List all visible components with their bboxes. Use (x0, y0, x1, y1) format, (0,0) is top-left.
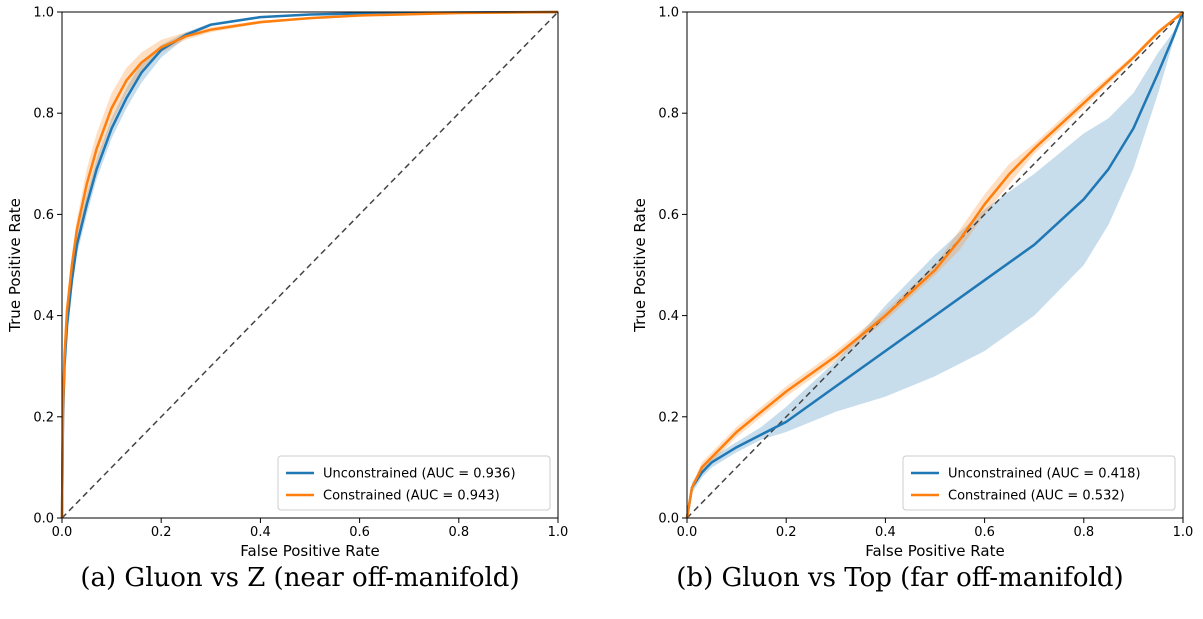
legend-box (902, 455, 1176, 511)
y-axis-label: True Positive Rate (631, 198, 649, 333)
x-axis-label: False Positive Rate (240, 542, 379, 560)
x-tick-label: 0.0 (677, 525, 698, 540)
x-tick-label: 0.0 (52, 525, 73, 540)
series-line-2 (60, 10, 559, 519)
roc-chart-gluon-vs-top: 0.0 0.2 0.4 0.6 0.8 1.0 0.0 0.2 0.4 0.6 0.8 1.0 Fals… (631, 6, 1194, 561)
series-line-1 (685, 11, 1185, 519)
legend: Unconstrained (AUC = 0.936) Constrained (… (277, 455, 551, 511)
y-tick-label: 1.0 (658, 6, 679, 21)
legend-label: Constrained (AUC = 0.943) (323, 489, 500, 504)
y-tick-label: 0.4 (33, 309, 54, 324)
plot-frame (61, 11, 559, 519)
caption-b: (b) Gluon vs Top (far off-manifold) (676, 563, 1124, 593)
legend-label: Unconstrained (AUC = 0.936) (323, 467, 516, 482)
y-tick-label: 0.8 (658, 107, 679, 122)
y-tick-label: 0.4 (658, 309, 679, 324)
chance-diagonal-line (686, 11, 1184, 519)
x-tick-label: 1.0 (548, 525, 569, 540)
x-tick-label: 0.6 (974, 525, 995, 540)
series-line-2 (685, 11, 1184, 519)
y-tick-label: 0.0 (33, 512, 54, 527)
y-tick-label: 0.2 (658, 410, 679, 425)
x-tick-label: 0.6 (349, 525, 370, 540)
legend-label: Unconstrained (AUC = 0.418) (948, 467, 1141, 482)
roc-chart-gluon-vs-z: 0.0 0.2 0.4 0.6 0.8 1.0 0.0 0.2 0.4 0.6 0.8 1.0 Fals… (6, 6, 569, 561)
y-tick-label: 1.0 (33, 6, 54, 21)
legend: Unconstrained (AUC = 0.418) Constrained (… (902, 455, 1176, 511)
y-axis-label: True Positive Rate (6, 198, 24, 333)
x-tick-label: 0.4 (875, 525, 896, 540)
x-tick-label: 0.8 (1073, 525, 1094, 540)
x-tick-label: 0.2 (151, 525, 172, 540)
y-tick-label: 0.2 (33, 410, 54, 425)
y-tick-label: 0.8 (33, 107, 54, 122)
legend-label: Constrained (AUC = 0.532) (948, 489, 1125, 504)
x-tick-label: 0.2 (776, 525, 797, 540)
x-tick-label: 0.4 (250, 525, 271, 540)
legend-box (277, 455, 551, 511)
x-axis-label: False Positive Rate (865, 542, 1004, 560)
x-tick-label: 0.8 (448, 525, 469, 540)
plot-frame (686, 11, 1184, 519)
chance-diagonal-line (61, 11, 559, 519)
y-tick-label: 0.6 (33, 208, 54, 223)
caption-a: (a) Gluon vs Z (near off-manifold) (80, 563, 520, 593)
y-tick-label: 0.0 (658, 512, 679, 527)
x-tick-label: 1.0 (1173, 525, 1194, 540)
y-tick-label: 0.6 (658, 208, 679, 223)
